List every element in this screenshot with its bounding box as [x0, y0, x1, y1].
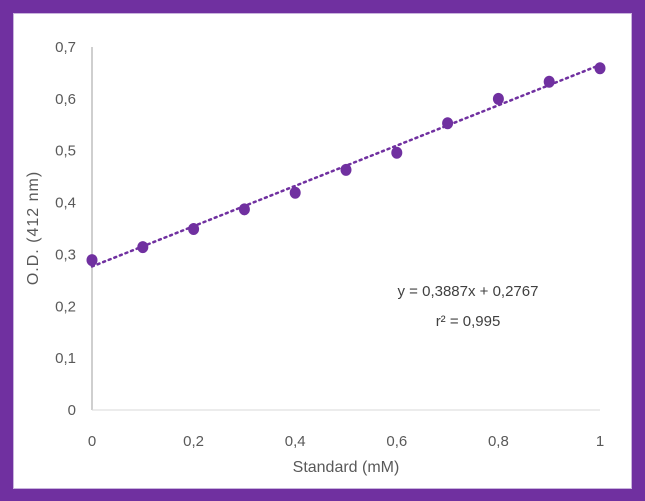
x-axis-title: Standard (mM)	[293, 459, 400, 476]
y-tick-label: 0,2	[55, 298, 76, 315]
r-squared-label: r² = 0,995	[436, 313, 501, 330]
data-point	[86, 254, 98, 267]
data-point	[238, 203, 250, 216]
y-tick-label: 0,6	[55, 91, 76, 108]
data-point	[442, 117, 454, 130]
y-axis-title: O.D. (412 nm)	[25, 171, 42, 285]
x-tick-label: 0,6	[386, 433, 407, 450]
data-point	[137, 241, 149, 254]
x-tick-label: 0	[88, 433, 96, 450]
data-point	[543, 75, 555, 88]
x-tick-label: 0,8	[488, 433, 509, 450]
data-point	[391, 146, 403, 159]
y-tick-label: 0,7	[55, 39, 76, 56]
data-point	[340, 163, 352, 176]
y-tick-label: 0,4	[55, 195, 76, 212]
x-tick-label: 0,4	[285, 433, 306, 450]
data-point	[492, 92, 504, 105]
x-tick-label: 1	[596, 433, 604, 450]
data-point	[188, 223, 200, 236]
trendline	[90, 63, 602, 268]
y-tick-label: 0,3	[55, 246, 76, 263]
data-point	[594, 62, 606, 75]
y-tick-label: 0,5	[55, 143, 76, 160]
equation-label: y = 0,3887x + 0,2767	[398, 283, 539, 300]
y-tick-label: 0	[68, 402, 76, 419]
y-tick-label: 0,1	[55, 350, 76, 367]
data-point	[289, 186, 301, 199]
x-tick-label: 0,2	[183, 433, 204, 450]
